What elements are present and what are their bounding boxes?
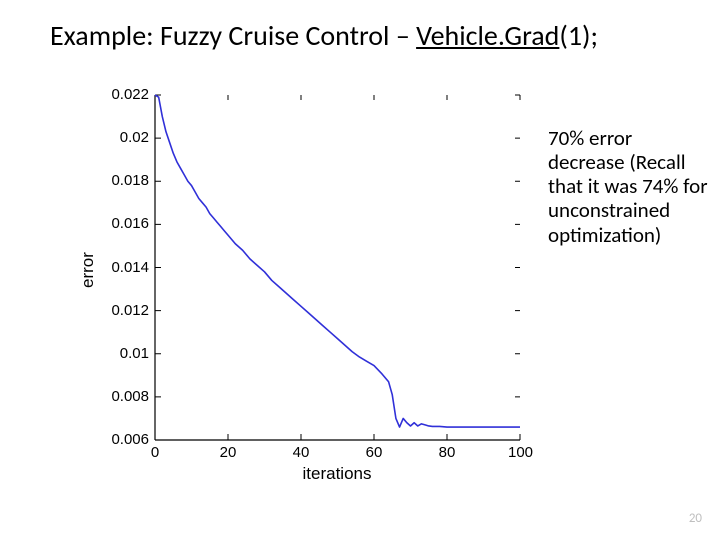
y-tick-label: 0.016 <box>111 215 149 232</box>
y-tick-label: 0.014 <box>111 259 149 276</box>
y-tick-label: 0.008 <box>111 388 149 405</box>
x-tick-label: 80 <box>435 444 459 461</box>
x-tick-label: 100 <box>508 444 532 461</box>
y-tick-label: 0.018 <box>111 172 149 189</box>
y-tick-label: 0.006 <box>111 431 149 448</box>
x-axis-label: iterations <box>303 464 372 484</box>
y-tick-label: 0.02 <box>120 129 149 146</box>
y-axis-label: error <box>78 252 98 288</box>
page-number: 20 <box>689 511 702 526</box>
x-tick-label: 20 <box>216 444 240 461</box>
y-tick-label: 0.022 <box>111 86 149 103</box>
title-prefix: Example: Fuzzy Cruise Control – <box>50 18 416 53</box>
title-underlined: Vehicle.Grad <box>416 18 559 53</box>
slide-title: Example: Fuzzy Cruise Control – Vehicle.… <box>50 18 598 53</box>
annotation-text: 70% error decrease (Recall that it was 7… <box>548 126 708 247</box>
y-tick-label: 0.012 <box>111 302 149 319</box>
error-chart: error iterations 0204060801000.0060.0080… <box>60 80 540 490</box>
y-tick-label: 0.01 <box>120 345 149 362</box>
x-tick-label: 40 <box>289 444 313 461</box>
x-tick-label: 60 <box>362 444 386 461</box>
title-suffix: (1); <box>559 18 598 53</box>
